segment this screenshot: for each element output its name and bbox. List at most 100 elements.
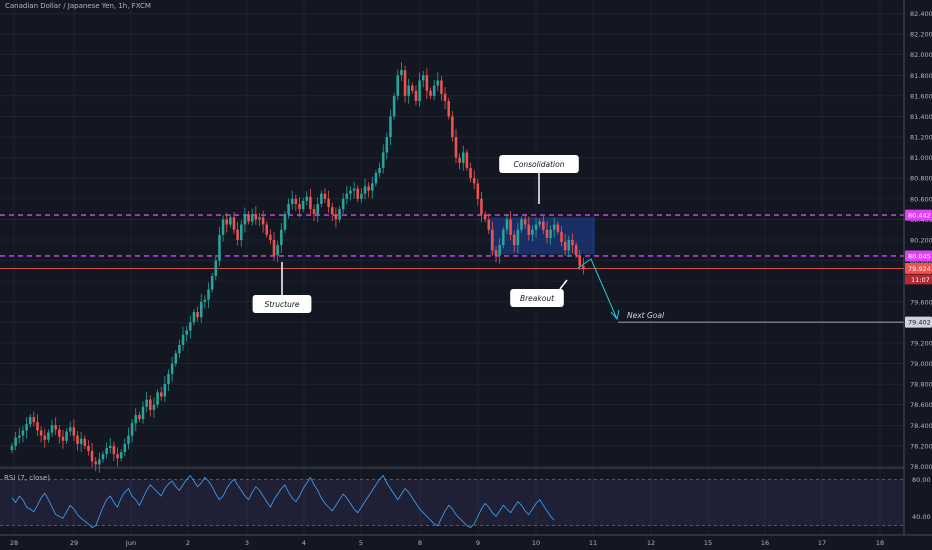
candle-body xyxy=(305,196,309,201)
price-label-resistance: 80.442 xyxy=(908,212,931,220)
candle-body xyxy=(461,152,465,163)
candle-body xyxy=(203,299,207,302)
candle-body xyxy=(301,200,305,210)
candle-body xyxy=(243,214,247,225)
candle-body xyxy=(254,214,258,220)
candle-body xyxy=(119,452,123,459)
candle-body xyxy=(79,438,83,444)
candle-body xyxy=(454,137,458,158)
candle-body xyxy=(167,373,170,385)
candle-body xyxy=(192,312,196,323)
y-tick-label: 80.800 xyxy=(910,175,932,183)
drawings xyxy=(577,258,620,321)
breakout-bubble xyxy=(510,289,564,307)
candle-body xyxy=(396,75,400,96)
candle-body xyxy=(552,224,556,230)
candle-body xyxy=(258,217,261,220)
candle-body xyxy=(542,221,545,230)
candle-body xyxy=(469,167,472,179)
y-tick-label: 81.600 xyxy=(910,92,932,100)
candle-body xyxy=(534,224,538,230)
axes: 28 29 Jun 2 3 4 5 8 9 10 11 12 15 16 17 18 82.400 82.200 8… xyxy=(10,10,932,547)
candle-body xyxy=(443,93,447,102)
price-label-current: 79.924 xyxy=(908,265,931,273)
candle-body xyxy=(352,188,356,191)
candle-body xyxy=(283,214,287,230)
candle-body xyxy=(582,265,585,269)
candle-body xyxy=(403,70,407,96)
candle-body xyxy=(123,443,127,453)
candle-body xyxy=(214,260,218,277)
candle-body xyxy=(47,432,50,440)
x-tick-label: 10 xyxy=(532,539,540,547)
candle-body xyxy=(83,438,87,446)
candle-body xyxy=(72,427,76,436)
x-tick-label: Jun xyxy=(125,539,136,547)
x-tick-label: 12 xyxy=(647,539,655,547)
candle-body xyxy=(374,173,378,184)
candle-body xyxy=(178,345,181,354)
x-tick-label: 17 xyxy=(818,539,826,547)
candle-body xyxy=(290,198,294,204)
candle-body xyxy=(330,207,334,215)
candle-body xyxy=(43,435,47,440)
candle-body xyxy=(327,198,330,208)
candle-body xyxy=(567,240,571,251)
candle-body xyxy=(527,224,531,235)
candle-body xyxy=(578,255,581,266)
candle-body xyxy=(25,424,28,431)
candle-body xyxy=(400,70,403,76)
candle-body xyxy=(14,437,17,446)
candle-body xyxy=(181,334,185,346)
candle-body xyxy=(447,101,450,117)
projection-arrow xyxy=(577,258,618,320)
candle-body xyxy=(491,229,494,251)
candle-body xyxy=(116,454,119,459)
consolidation-label: Consolidation xyxy=(514,160,565,169)
candle-body xyxy=(112,445,116,455)
candle-body xyxy=(349,190,352,194)
candle-body xyxy=(90,451,94,462)
y-tick-label: 78.800 xyxy=(910,381,932,389)
candle-body xyxy=(141,406,145,420)
candle-body xyxy=(309,196,312,210)
candle-body xyxy=(134,415,138,424)
candle-body xyxy=(159,392,163,397)
candle-body xyxy=(465,152,469,168)
consolidation-bubble xyxy=(499,155,579,173)
candle-body xyxy=(276,245,279,256)
candle-body xyxy=(101,454,105,460)
x-tick-label: 15 xyxy=(704,539,712,547)
candle-body xyxy=(236,229,239,240)
candle-body xyxy=(21,430,25,436)
candle-body xyxy=(239,224,243,240)
breakout-label: Breakout xyxy=(520,294,555,303)
candle-body xyxy=(312,209,316,215)
candle-body xyxy=(509,219,512,235)
candle-body xyxy=(298,203,301,210)
candle-body xyxy=(451,116,454,138)
candle-body xyxy=(87,445,90,452)
candle-body xyxy=(563,242,567,251)
chart-title: Canadian Dollar / Japanese Yen, 1h, FXCM xyxy=(5,2,151,10)
candle-body xyxy=(414,90,418,102)
candle-body xyxy=(320,193,323,204)
arrow-head xyxy=(610,309,620,321)
candle-body xyxy=(61,436,65,441)
price-label-support: 80.045 xyxy=(908,252,931,260)
candle-body xyxy=(138,415,141,420)
candle-body xyxy=(574,245,578,256)
rsi-band-fill xyxy=(0,479,904,526)
y-tick-label: 79.600 xyxy=(910,298,932,306)
candle-body xyxy=(505,219,509,230)
y-tick-label: 81.000 xyxy=(910,154,932,162)
candle-body xyxy=(560,231,563,243)
candle-body xyxy=(68,427,72,432)
candle-body xyxy=(207,289,210,300)
candle-body xyxy=(520,219,523,230)
candle-body xyxy=(334,214,338,220)
candle-body xyxy=(487,219,491,230)
y-tick-label: 78.600 xyxy=(910,401,932,409)
candle-body xyxy=(425,75,429,91)
